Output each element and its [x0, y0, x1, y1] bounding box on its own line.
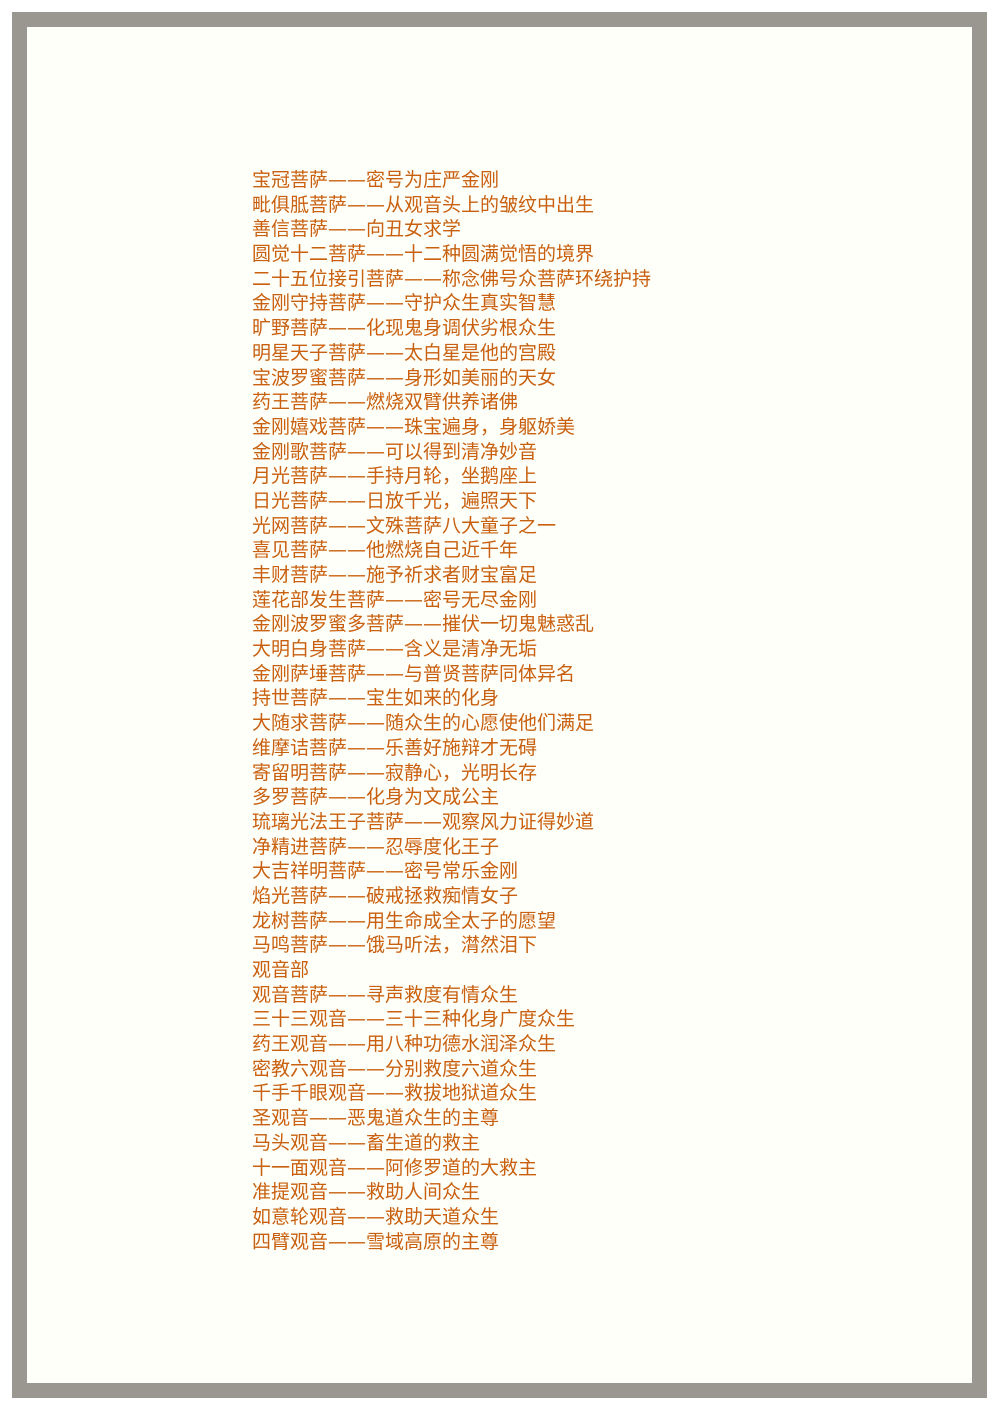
- list-item: 准提观音——救助人间众生: [252, 1181, 481, 1204]
- list-item: 圆觉十二菩萨——十二种圆满觉悟的境界: [252, 243, 595, 266]
- list-item: 龙树菩萨——用生命成全太子的愿望: [252, 909, 557, 932]
- list-item: 琉璃光法王子菩萨——观察风力证得妙道: [252, 810, 595, 833]
- list-item: 明星天子菩萨——太白星是他的宫殿: [252, 341, 557, 364]
- text-list: 宝冠菩萨——密号为庄严金刚 毗俱胝菩萨——从观音头上的皱纹中出生 善信菩萨——向丑女…: [252, 168, 651, 1254]
- list-item: 焰光菩萨——破戒拯救痴情女子: [252, 884, 519, 907]
- list-item: 宝冠菩萨——密号为庄严金刚: [252, 169, 500, 191]
- list-item: 密教六观音——分别救度六道众生: [252, 1057, 538, 1080]
- list-item: 日光菩萨——日放千光，遍照天下: [252, 489, 538, 512]
- list-item: 圣观音——恶鬼道众生的主尊: [252, 1107, 500, 1130]
- list-item: 金刚萨埵菩萨——与普贤菩萨同体异名: [252, 662, 576, 685]
- list-item: 善信菩萨——向丑女求学: [252, 218, 462, 241]
- list-item: 千手千眼观音——救拔地狱道众生: [252, 1082, 538, 1105]
- list-item: 多罗菩萨——化身为文成公主: [252, 786, 500, 809]
- list-item: 如意轮观音——救助天道众生: [252, 1205, 500, 1228]
- list-item: 金刚歌菩萨——可以得到清净妙音: [252, 440, 538, 463]
- list-item: 月光菩萨——手持月轮，坐鹅座上: [252, 465, 538, 488]
- list-item: 维摩诘菩萨——乐善好施辩才无碍: [252, 736, 538, 759]
- list-item: 光网菩萨——文殊菩萨八大童子之一: [252, 514, 557, 537]
- list-item: 马头观音——畜生道的救主: [252, 1131, 481, 1154]
- list-item: 十一面观音——阿修罗道的大救主: [252, 1156, 538, 1179]
- list-item: 持世菩萨——宝生如来的化身: [252, 687, 500, 710]
- list-item: 金刚嬉戏菩萨——珠宝遍身，身躯娇美: [252, 415, 576, 438]
- list-item: 大吉祥明菩萨——密号常乐金刚: [252, 860, 519, 883]
- list-item: 毗俱胝菩萨——从观音头上的皱纹中出生: [252, 193, 595, 216]
- list-item: 药王观音——用八种功德水润泽众生: [252, 1033, 557, 1056]
- list-item: 旷野菩萨——化现鬼身调伏劣根众生: [252, 317, 557, 340]
- list-item: 四臂观音——雪域高原的主尊: [252, 1230, 500, 1253]
- list-item: 药王菩萨——燃烧双臂供养诸佛: [252, 391, 519, 414]
- list-item: 莲花部发生菩萨——密号无尽金刚: [252, 588, 538, 611]
- list-item: 宝波罗蜜菩萨——身形如美丽的天女: [252, 366, 557, 389]
- list-item: 观音菩萨——寻声救度有情众生: [252, 983, 519, 1006]
- list-item: 净精进菩萨——忍辱度化王子: [252, 835, 500, 858]
- list-item: 喜见菩萨——他燃烧自己近千年: [252, 539, 519, 562]
- document-page: [27, 27, 972, 1383]
- list-item: 马鸣菩萨——饿马听法，潸然泪下: [252, 934, 538, 957]
- list-item: 金刚波罗蜜多菩萨——摧伏一切鬼魅惑乱: [252, 613, 595, 636]
- list-item: 金刚守持菩萨——守护众生真实智慧: [252, 292, 557, 315]
- section-heading: 观音部: [252, 959, 310, 981]
- list-item: 大随求菩萨——随众生的心愿使他们满足: [252, 712, 595, 735]
- list-item: 二十五位接引菩萨——称念佛号众菩萨环绕护持: [252, 267, 652, 290]
- list-item: 寄留明菩萨——寂静心，光明长存: [252, 761, 538, 784]
- list-item: 三十三观音——三十三种化身广度众生: [252, 1008, 576, 1031]
- list-item: 丰财菩萨——施予祈求者财宝富足: [252, 564, 538, 586]
- list-item: 大明白身菩萨——含义是清净无垢: [252, 638, 538, 661]
